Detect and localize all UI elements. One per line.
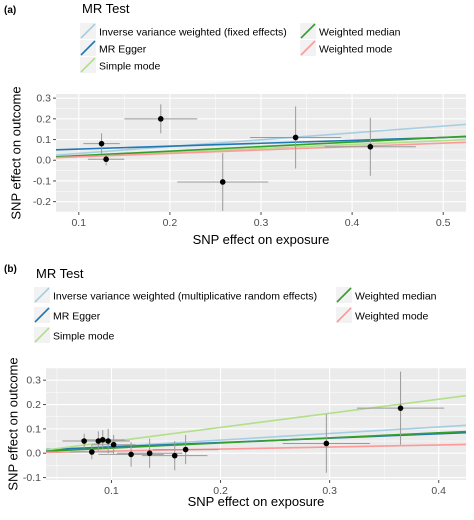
legend-key-swatch — [80, 57, 96, 73]
legend-key-swatch — [80, 23, 96, 39]
legend-label: Weighted median — [319, 27, 401, 39]
data-point — [95, 438, 102, 444]
regression-line — [46, 443, 466, 454]
legend-key — [80, 23, 96, 39]
legend-key — [336, 287, 352, 303]
panel-a-regression-lines — [56, 123, 466, 159]
panel-b: (b) MR Test Inverse variance weighted (m… — [4, 264, 466, 509]
panel-a-legend: Inverse variance weighted (fixed effects… — [80, 23, 401, 73]
data-point — [110, 441, 117, 448]
x-tick-label: 0.3 — [254, 217, 269, 229]
panel-a-x-ticks: 0.1 0.2 0.3 0.4 0.5 — [71, 212, 451, 229]
panel-b-y-axis-title: SNP effect on outcome — [6, 357, 21, 490]
data-point — [157, 116, 164, 122]
legend-key — [80, 40, 96, 56]
legend-label: Simple mode — [99, 61, 160, 73]
legend-key-swatch — [336, 307, 352, 323]
panel-a-y-axis-title: SNP effect on outcome — [9, 86, 24, 219]
panel-b-legend-title: MR Test — [36, 266, 84, 281]
legend-label: MR Egger — [99, 44, 147, 56]
y-tick-label: -0.1 — [23, 472, 41, 484]
legend-label: Inverse variance weighted (multiplicativ… — [53, 291, 317, 303]
legend-key-swatch — [34, 327, 50, 343]
panel-a-points — [98, 116, 374, 185]
x-tick-label: 0.1 — [104, 485, 119, 497]
y-tick-label: 0.0 — [36, 155, 51, 167]
legend-label: Weighted mode — [319, 44, 393, 56]
legend-label: Weighted median — [355, 291, 437, 303]
data-point — [99, 437, 106, 443]
y-tick-label: -0.1 — [33, 175, 51, 187]
y-tick-label: 0.0 — [26, 448, 41, 460]
panel-b-label: (b) — [4, 264, 17, 275]
y-tick-label: 0.2 — [36, 113, 51, 125]
panel-b-x-axis-title: SNP effect on exposure — [188, 494, 325, 509]
panel-a-x-axis-title: SNP effect on exposure — [193, 232, 330, 247]
x-tick-label: 0.3 — [322, 485, 337, 497]
x-tick-label: 0.5 — [436, 217, 451, 229]
data-point — [103, 156, 109, 163]
legend-label: Weighted mode — [355, 311, 429, 323]
data-point — [182, 446, 189, 453]
legend-label: MR Egger — [53, 311, 101, 323]
regression-line — [56, 135, 466, 158]
x-tick-label: 0.1 — [71, 217, 86, 229]
legend-key-swatch — [80, 40, 96, 56]
panel-b-points — [81, 405, 404, 459]
legend-key — [34, 307, 50, 323]
legend-key — [300, 23, 316, 39]
y-tick-label: -0.2 — [33, 196, 51, 208]
legend-key-swatch — [34, 307, 50, 323]
data-point — [89, 449, 95, 455]
data-point — [146, 450, 153, 457]
y-tick-label: 0.1 — [36, 134, 51, 146]
data-point — [128, 451, 134, 458]
panel-b-legend: Inverse variance weighted (multiplicativ… — [34, 287, 437, 343]
legend-label: Inverse variance weighted (fixed effects… — [99, 27, 287, 39]
data-point — [323, 440, 330, 447]
panel-b-y-ticks: -0.1 0.0 0.1 0.2 0.3 — [23, 375, 46, 484]
x-tick-label: 0.4 — [431, 485, 446, 497]
y-tick-label: 0.2 — [26, 399, 41, 411]
panel-b-grid — [46, 367, 466, 480]
legend-key — [80, 57, 96, 73]
x-tick-label: 0.2 — [213, 485, 228, 497]
y-tick-label: 0.3 — [36, 93, 51, 105]
panel-b-plot-area — [46, 368, 466, 480]
panel-a-grid — [56, 94, 466, 213]
data-point — [98, 140, 105, 147]
data-point — [219, 179, 226, 185]
x-tick-label: 0.4 — [345, 217, 360, 229]
data-point — [367, 143, 374, 150]
legend-key-swatch — [34, 287, 50, 303]
legend-label: Simple mode — [53, 331, 114, 343]
y-tick-label: 0.3 — [26, 375, 41, 387]
legend-key — [34, 287, 50, 303]
regression-line — [46, 430, 466, 452]
x-tick-label: 0.2 — [163, 217, 178, 229]
panel-a-legend-title: MR Test — [82, 1, 130, 16]
data-point — [105, 438, 111, 444]
regression-line — [56, 141, 466, 159]
panel-a-y-ticks: -0.2 -0.1 0.0 0.1 0.2 0.3 — [33, 93, 56, 208]
data-point — [81, 438, 87, 444]
data-point — [292, 134, 299, 141]
regression-line — [56, 135, 466, 151]
y-tick-label: 0.1 — [26, 423, 41, 435]
data-point — [397, 405, 404, 411]
panel-b-x-ticks: 0.1 0.2 0.3 0.4 — [104, 480, 446, 497]
panel-a: (a) MR Test Inverse variance weighted (f… — [4, 1, 466, 247]
regression-line — [56, 123, 466, 156]
legend-key-swatch — [336, 287, 352, 303]
legend-key — [34, 327, 50, 343]
legend-key — [300, 40, 316, 56]
data-point — [171, 452, 178, 459]
panel-a-label: (a) — [4, 5, 16, 16]
legend-key — [336, 307, 352, 323]
legend-key-swatch — [300, 40, 316, 56]
legend-key-swatch — [300, 23, 316, 39]
